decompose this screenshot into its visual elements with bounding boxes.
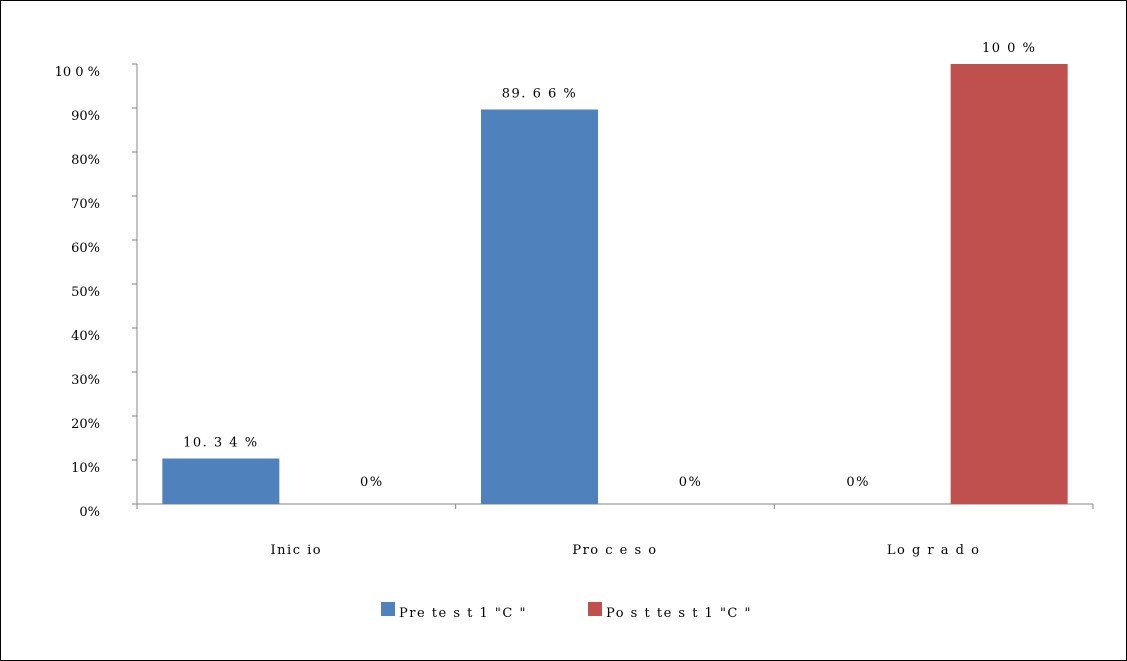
data-label: 0% [679, 475, 703, 490]
y-tick-label: 50% [71, 285, 100, 300]
y-tick-label: 0% [79, 505, 100, 520]
x-tick-label: Pro c e s o [572, 543, 657, 558]
y-tick-label: 10 0 % [55, 65, 100, 80]
legend-swatch [381, 602, 395, 616]
y-tick-label: 90% [71, 109, 100, 124]
bar[interactable] [162, 458, 280, 504]
x-tick-label: Lo g r a d o [887, 543, 981, 558]
y-tick-label: 70% [71, 197, 100, 212]
y-tick-label: 60% [71, 241, 100, 256]
legend-label: Pre te s t 1 "C " [399, 606, 527, 621]
y-tick-label: 80% [71, 153, 100, 168]
y-tick-label: 40% [71, 329, 100, 344]
legend-swatch [588, 602, 602, 616]
x-tick-label: Inic io [271, 543, 323, 558]
data-label: 10. 3 4 % [183, 436, 258, 451]
y-tick-label: 30% [71, 373, 100, 388]
legend-label: Po s t te s t 1 "C " [606, 606, 752, 621]
data-label: 89. 6 6 % [502, 86, 577, 101]
data-label: 10 0 % [982, 41, 1036, 56]
data-label: 0% [846, 475, 870, 490]
bar[interactable] [950, 64, 1068, 504]
data-label: 0% [360, 475, 384, 490]
y-tick-label: 10% [71, 461, 100, 476]
y-tick-label: 20% [71, 417, 100, 432]
bar[interactable] [481, 109, 598, 504]
